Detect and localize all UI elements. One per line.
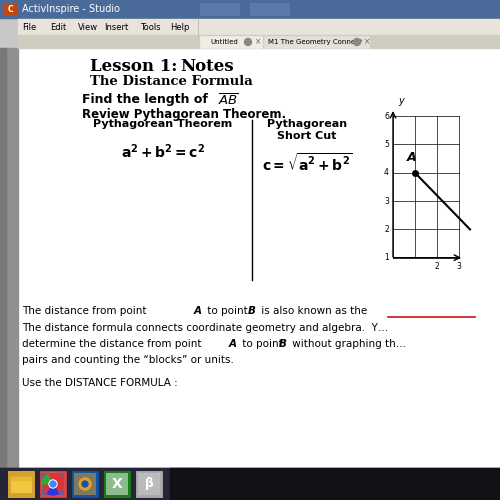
Text: C: C (7, 4, 13, 14)
Circle shape (244, 38, 252, 46)
Text: A: A (407, 151, 417, 164)
Text: $\mathbf{a^2 + b^2 = c^2}$: $\mathbf{a^2 + b^2 = c^2}$ (121, 142, 205, 161)
Text: Untitled: Untitled (210, 39, 238, 45)
Bar (0, 468, 200, 500)
Text: to point: to point (239, 339, 286, 349)
Text: B: B (279, 339, 287, 349)
Text: 3: 3 (384, 196, 389, 205)
Circle shape (50, 481, 56, 487)
Bar (0, 48, 6, 468)
Circle shape (74, 473, 96, 495)
Text: B: B (248, 306, 256, 316)
Text: 1: 1 (384, 253, 389, 262)
Text: Find the length of: Find the length of (82, 93, 216, 106)
Text: Lesson 1:: Lesson 1: (90, 58, 178, 75)
Bar (136, 471, 162, 497)
Text: The Distance Formula: The Distance Formula (90, 75, 253, 88)
Wedge shape (53, 474, 64, 484)
Text: y: y (398, 96, 404, 106)
Bar (104, 471, 130, 497)
Text: without graphing th…: without graphing th… (289, 339, 406, 349)
Bar (250, 3, 290, 16)
Text: Insert: Insert (104, 24, 128, 32)
Text: determine the distance from point: determine the distance from point (22, 339, 205, 349)
Text: ×: × (364, 38, 370, 46)
Bar (18, 48, 500, 468)
Bar (200, 3, 240, 16)
Text: 2: 2 (384, 225, 389, 234)
Text: $\overline{AB}$: $\overline{AB}$ (218, 93, 239, 108)
Circle shape (49, 480, 57, 488)
Text: 2: 2 (434, 262, 440, 270)
Bar (104, 471, 130, 497)
Bar (0, 468, 500, 500)
Text: is also known as the: is also known as the (258, 306, 370, 316)
Text: Pythagorean: Pythagorean (267, 119, 347, 129)
Text: File: File (22, 24, 36, 32)
Text: pairs and counting the “blocks” or units.: pairs and counting the “blocks” or units… (22, 355, 234, 365)
Bar (106, 473, 128, 495)
Text: 4: 4 (384, 168, 389, 177)
Text: ×: × (255, 38, 262, 46)
Bar (42, 473, 64, 495)
Text: Notes: Notes (180, 58, 234, 75)
Wedge shape (42, 474, 53, 484)
Text: to point: to point (204, 306, 251, 316)
Circle shape (354, 38, 360, 46)
Bar (10, 473, 32, 495)
Bar (11, 477, 31, 492)
Circle shape (82, 481, 88, 487)
Text: 6: 6 (384, 112, 389, 120)
Text: View: View (78, 24, 98, 32)
Bar (200, 36, 262, 48)
Bar (365, 90, 475, 300)
Bar (138, 473, 160, 495)
Bar (264, 36, 369, 48)
Bar (3, 3, 17, 16)
Text: 3: 3 (456, 262, 462, 270)
Bar (18, 35, 500, 48)
Circle shape (42, 473, 64, 495)
Bar (75, 90, 475, 300)
Circle shape (79, 478, 91, 490)
Text: ActivInspire - Studio: ActivInspire - Studio (22, 4, 120, 14)
Bar (136, 471, 162, 497)
Wedge shape (48, 484, 58, 495)
Text: Edit: Edit (50, 24, 66, 32)
Bar (40, 471, 66, 497)
Bar (11, 477, 31, 480)
Bar (0, 0, 500, 18)
Text: Help: Help (170, 24, 190, 32)
Text: Tools: Tools (140, 24, 160, 32)
Text: X: X (112, 477, 122, 491)
Bar (74, 473, 96, 495)
Bar (8, 471, 34, 497)
Text: The distance formula connects coordinate geometry and algebra.  Y…: The distance formula connects coordinate… (22, 323, 388, 333)
Text: M1 The Geometry Connec*: M1 The Geometry Connec* (268, 39, 362, 45)
Text: Use the DISTANCE FORMULA :: Use the DISTANCE FORMULA : (22, 378, 178, 388)
Bar (170, 468, 500, 500)
Text: A: A (194, 306, 202, 316)
Bar (72, 471, 98, 497)
Bar (18, 19, 500, 36)
Text: The distance from point: The distance from point (22, 306, 150, 316)
Text: Short Cut: Short Cut (278, 131, 336, 141)
Text: $\mathbf{c = \sqrt{a^2 + b^2}}$: $\mathbf{c = \sqrt{a^2 + b^2}}$ (262, 152, 352, 174)
Text: A: A (229, 339, 237, 349)
Bar (0, 48, 18, 468)
Text: Review Pythagorean Theorem.: Review Pythagorean Theorem. (82, 108, 286, 121)
Bar (8, 471, 34, 497)
Text: β: β (144, 478, 154, 490)
Text: Pythagorean Theorem: Pythagorean Theorem (94, 119, 232, 129)
Circle shape (42, 473, 64, 495)
Text: 5: 5 (384, 140, 389, 149)
